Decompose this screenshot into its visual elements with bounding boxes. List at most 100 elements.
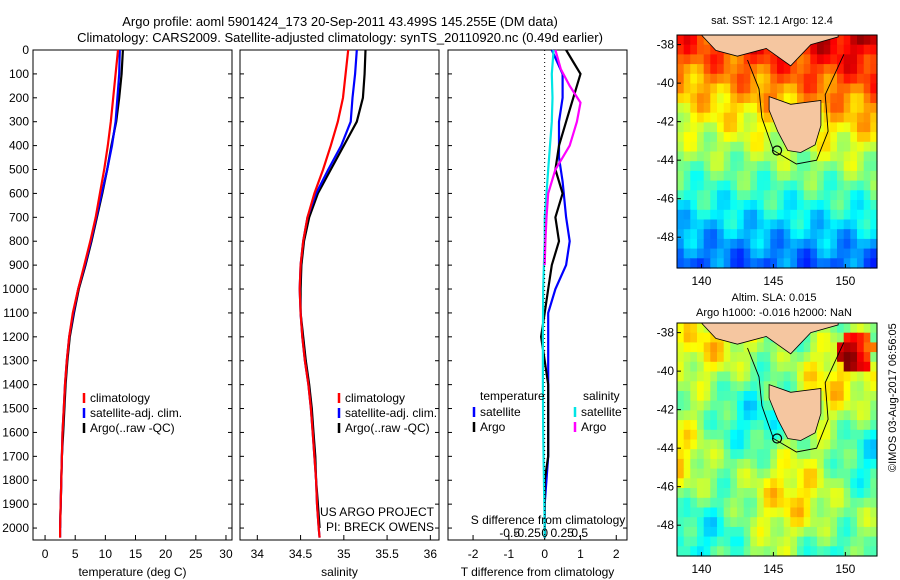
sst_map-cell <box>710 103 718 114</box>
sst_map-cell <box>777 209 785 221</box>
sla_map-cell <box>717 536 725 547</box>
sla_map-cell <box>870 381 878 392</box>
sla_map-cell <box>743 449 751 460</box>
sla_map-cell <box>777 488 785 499</box>
sla_map-cell <box>703 342 711 353</box>
sla_map-cell <box>850 323 858 334</box>
sla_map-cell <box>750 546 758 557</box>
temperature-ytick-label: 1400 <box>2 378 29 392</box>
sla_map-cell <box>777 536 785 547</box>
sst_map-cell <box>803 248 811 259</box>
sst_map-cell <box>863 161 871 172</box>
sst_map-cell <box>777 190 785 201</box>
sla_map-cell <box>843 332 851 343</box>
sla_map-cell <box>710 449 718 460</box>
sla_map-cell <box>730 420 738 431</box>
sst_map-cell <box>737 248 745 259</box>
sst_map-cell <box>703 112 711 123</box>
sst_map-cell <box>737 64 745 75</box>
sst_map-cell <box>837 83 845 94</box>
sst_map-cell <box>697 248 705 259</box>
sla_map-cell <box>777 352 785 363</box>
sla_map-cell <box>830 410 838 421</box>
sst_map-cell <box>723 161 731 172</box>
sla_map-cell <box>710 361 718 373</box>
sst_map-cell <box>723 200 731 211</box>
sla_map-cell <box>830 361 838 373</box>
sla_map-cell <box>750 439 758 450</box>
sst_map-cell <box>837 219 845 230</box>
sla_map-cell <box>723 391 731 402</box>
sst_map-cell <box>757 141 765 153</box>
sla_map-cell <box>677 439 685 450</box>
sst_map-cell <box>870 258 878 269</box>
sla_map-cell <box>737 546 745 557</box>
sla_map-cell <box>683 420 691 431</box>
sst_map-cell <box>723 190 731 201</box>
sla_map-cell <box>737 526 745 538</box>
sst_map-cell <box>750 93 758 104</box>
sla_map-cell <box>850 391 858 402</box>
sla_map-cell <box>683 429 691 441</box>
sst_map-cell <box>857 54 865 65</box>
salinity-series-line <box>298 49 350 538</box>
sla_map-cell <box>783 381 791 392</box>
sla_map-cell <box>843 468 851 479</box>
sla_map-cell <box>837 488 845 499</box>
sst_map-cell <box>763 132 771 143</box>
sla_map-cell <box>757 488 765 499</box>
sla_map-cell <box>730 400 738 411</box>
sst_map-cell <box>743 64 751 75</box>
sst_map-cell <box>790 258 798 269</box>
sla_map-cell <box>790 449 798 460</box>
sla_map-cell <box>770 439 778 450</box>
sst_map-cell <box>683 35 691 46</box>
sst_map-cell <box>830 35 838 46</box>
sla_map-cell <box>737 371 745 382</box>
sst_map-cell <box>797 64 805 75</box>
sst_map-cell <box>763 248 771 259</box>
sla_map-cell <box>697 449 705 460</box>
sst_map-cell <box>843 258 851 269</box>
sst_map-cell <box>750 209 758 221</box>
temperature-ytick-label: 2000 <box>2 521 29 535</box>
sla_map-cell <box>737 400 745 411</box>
sla_map-cell <box>677 371 685 382</box>
sla_map-cell <box>803 342 811 353</box>
sst_map-cell <box>823 180 831 191</box>
sla_map-cell <box>863 536 871 547</box>
sla_map-cell <box>857 478 865 489</box>
sla_map-cell <box>750 420 758 431</box>
sst_map-cell <box>850 35 858 46</box>
sla_map-cell <box>783 507 791 518</box>
sst_map-cell <box>837 132 845 143</box>
sla_map-cell <box>777 342 785 353</box>
sla_map-cell <box>823 342 831 353</box>
sla_map-cell <box>730 497 738 509</box>
sla_map-cell <box>717 507 725 518</box>
sst_map-cell <box>710 83 718 94</box>
sla_map-cell <box>850 458 858 470</box>
sla_map-cell <box>697 478 705 489</box>
sla_map-cell <box>777 478 785 489</box>
sst_map-cell <box>717 83 725 94</box>
sla_map-cell <box>690 546 698 557</box>
sla_map-cell <box>870 526 878 538</box>
sst_map-cell <box>870 190 878 201</box>
sla_map-cell <box>750 391 758 402</box>
sst_map-cell <box>677 141 685 153</box>
sla_map-cell <box>797 536 805 547</box>
sst_map-cell <box>857 200 865 211</box>
sla_map-cell <box>837 449 845 460</box>
sst_map-cell <box>683 112 691 123</box>
sla_map-cell <box>797 497 805 509</box>
sla_map-cell <box>797 468 805 479</box>
difference-xtick-label: 2 <box>613 547 620 561</box>
sla_map-cell <box>843 361 851 373</box>
sst_map-cell <box>810 258 818 269</box>
difference-top-tick-label: 0.5 <box>571 526 588 540</box>
sla_map-cell <box>717 391 725 402</box>
sst_map-cell <box>710 170 718 182</box>
sst_map-cell <box>717 93 725 104</box>
sla_map-cell <box>810 536 818 547</box>
